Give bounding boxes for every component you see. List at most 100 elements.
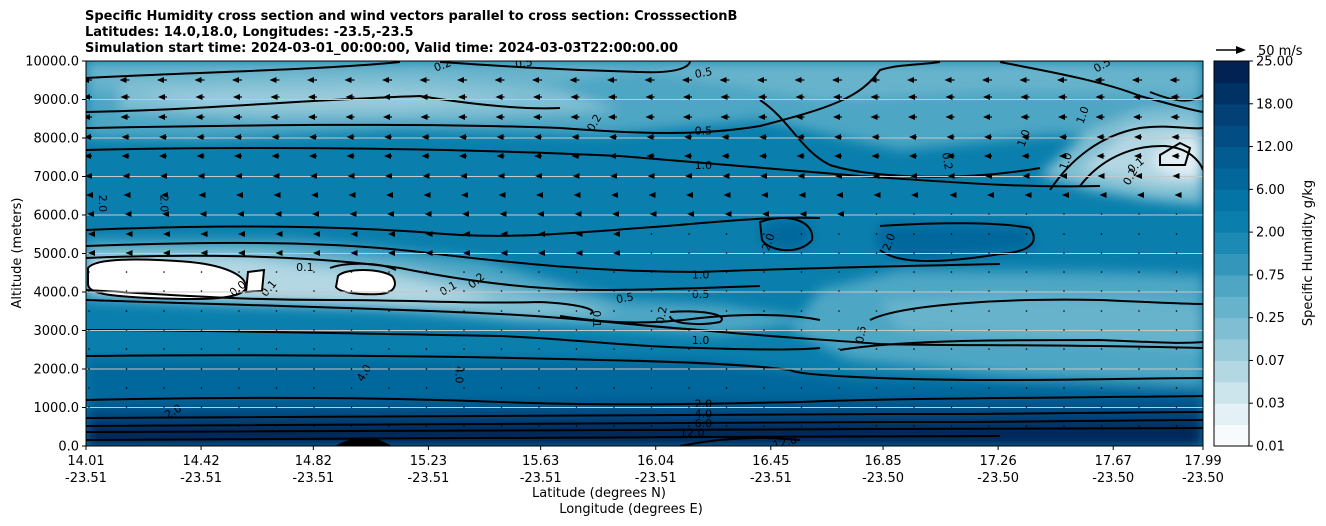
wind-dot xyxy=(950,329,953,331)
wind-arrow xyxy=(834,134,841,140)
wind-dot xyxy=(125,271,128,273)
wind-dot xyxy=(800,387,803,389)
x-axis-label-lon: Longitude (degrees E) xyxy=(559,502,703,517)
wind-arrow xyxy=(307,77,314,83)
colorbar: 0.01 0.03 0.07 0.25 0.75 2.00 6.00 12.00 18.00 25… xyxy=(1214,55,1293,455)
wind-arrow xyxy=(419,77,427,83)
wind-arrow xyxy=(1132,77,1139,83)
wind-dot xyxy=(1100,368,1103,370)
wind-dot xyxy=(875,425,878,427)
wind-arrow xyxy=(1062,192,1069,198)
wind-arrow xyxy=(982,77,989,83)
wind-dot xyxy=(500,348,503,350)
wind-dot xyxy=(163,329,165,331)
wind-dot xyxy=(200,310,203,312)
wind-arrow xyxy=(271,134,279,140)
wind-arrow xyxy=(496,134,504,140)
wind-dot xyxy=(88,406,90,408)
wind-dot xyxy=(650,329,653,331)
colorbar-swatch xyxy=(1214,146,1249,169)
wind-dot xyxy=(425,387,428,389)
wind-arrow xyxy=(275,231,283,237)
wind-arrow xyxy=(1095,114,1103,120)
wind-arrow xyxy=(158,94,165,100)
wind-dot xyxy=(350,329,353,331)
wind-arrow xyxy=(946,153,954,159)
wind-dot xyxy=(575,329,578,331)
wind-dot xyxy=(125,348,128,350)
wind-arrow xyxy=(86,114,90,120)
wind-arrow xyxy=(497,173,505,179)
wind-arrow xyxy=(161,192,168,198)
wind-dot xyxy=(650,290,653,292)
wind-dot xyxy=(650,252,653,254)
wind-dot xyxy=(1063,348,1065,350)
wind-arrow xyxy=(534,153,541,159)
wind-arrow xyxy=(535,173,542,179)
wind-dot xyxy=(1100,348,1103,350)
wind-arrow xyxy=(500,231,508,237)
wind-dot xyxy=(350,310,353,312)
wind-dot xyxy=(538,425,540,427)
wind-arrow xyxy=(346,134,354,140)
wind-dot xyxy=(1025,310,1028,312)
wind-arrow xyxy=(608,114,615,120)
wind-arrow xyxy=(610,173,617,179)
title-line-2: Latitudes: 14.0,18.0, Longitudes: -23.5,… xyxy=(85,25,414,40)
wind-dot xyxy=(913,310,915,312)
wind-dot xyxy=(88,329,90,331)
wind-arrow xyxy=(421,134,429,140)
wind-dot xyxy=(800,348,803,350)
wind-dot xyxy=(1025,233,1028,235)
wind-dot xyxy=(650,271,653,273)
wind-arrow xyxy=(647,173,655,179)
wind-dot xyxy=(725,271,728,273)
wind-dot xyxy=(1175,271,1178,273)
wind-arrow xyxy=(762,211,769,217)
wind-arrow xyxy=(458,94,465,100)
wind-arrow xyxy=(795,94,803,100)
wind-dot xyxy=(800,406,803,408)
wind-dot xyxy=(1175,368,1178,370)
wind-dot xyxy=(988,310,990,312)
wind-dot xyxy=(1175,348,1178,350)
wind-dot xyxy=(950,387,953,389)
wind-arrow xyxy=(909,153,916,159)
x-tick-label-lat: 14.82 xyxy=(295,454,332,469)
wind-arrow xyxy=(463,250,470,256)
wind-dot xyxy=(688,252,690,254)
wind-arrow xyxy=(834,153,841,159)
wind-dot xyxy=(538,387,540,389)
wind-arrow xyxy=(757,77,764,83)
wind-arrow xyxy=(235,173,242,179)
x-tick-label-lon: -23.50 xyxy=(1092,471,1134,486)
wind-arrow xyxy=(124,211,132,217)
x-tick-label-lon: -23.51 xyxy=(65,471,107,486)
wind-dot xyxy=(913,290,915,292)
wind-arrow xyxy=(573,192,581,198)
wind-dot xyxy=(763,368,765,370)
contour-label: 0.5 xyxy=(695,124,713,137)
wind-dot xyxy=(838,387,840,389)
wind-dot xyxy=(688,290,690,292)
wind-dot xyxy=(838,406,840,408)
wind-arrow xyxy=(121,134,129,140)
wind-dot xyxy=(1138,213,1140,215)
wind-arrow xyxy=(1094,77,1102,83)
colorbar-swatch xyxy=(1214,253,1249,276)
wind-dot xyxy=(725,290,728,292)
contour-label: 1.0 xyxy=(695,159,713,172)
wind-arrow xyxy=(795,114,803,120)
wind-arrow xyxy=(571,134,579,140)
wind-dot xyxy=(725,329,728,331)
wind-arrow xyxy=(574,211,582,217)
wind-arrow xyxy=(538,231,545,237)
wind-dot xyxy=(725,368,728,370)
wind-dot xyxy=(388,387,390,389)
wind-arrow xyxy=(425,250,433,256)
x-tick-label-lat: 14.42 xyxy=(182,454,219,469)
wind-dot xyxy=(988,290,990,292)
wind-dot xyxy=(725,310,728,312)
wind-dot xyxy=(800,252,803,254)
colorbar-tick-label: 18.00 xyxy=(1256,97,1293,112)
